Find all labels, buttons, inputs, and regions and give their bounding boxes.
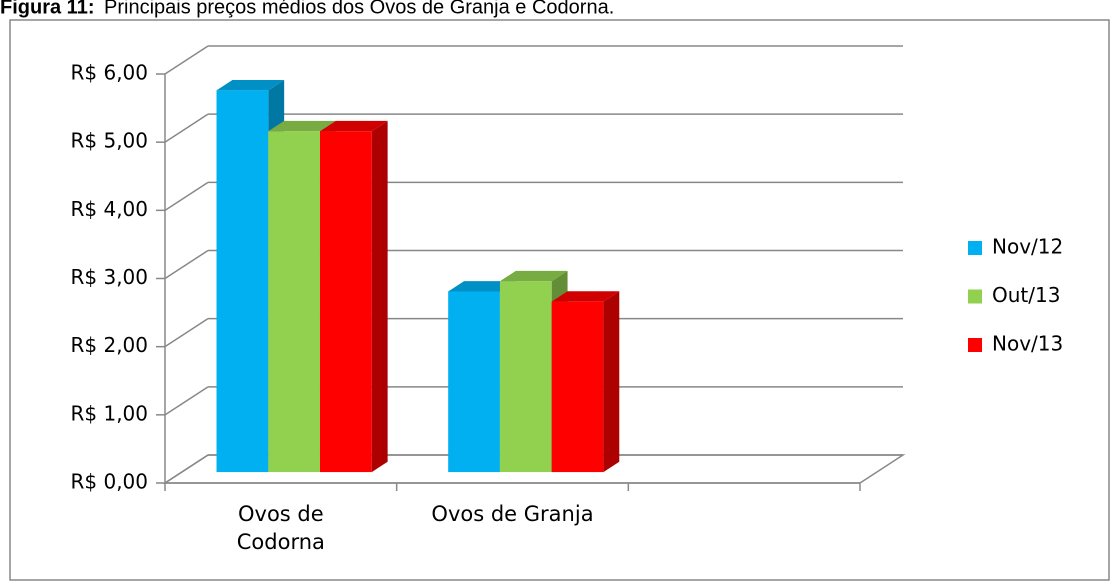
legend-swatch: [968, 338, 982, 352]
bar: [268, 131, 320, 473]
y-tick-label: R$ 2,00: [70, 333, 148, 357]
bar: [499, 281, 552, 473]
grid-line-side: [164, 386, 209, 416]
y-tick-label: R$ 6,00: [70, 61, 148, 85]
x-tick-label: Ovos de Codorna: [236, 502, 325, 554]
legend-swatch: [968, 241, 982, 255]
bar-top: [499, 270, 568, 282]
bar: [448, 291, 500, 473]
grid-line-side: [164, 181, 209, 211]
bar-top: [448, 281, 516, 292]
bar-side: [371, 120, 388, 473]
chart-title: Principais preços médios dos Ovos de Gra…: [104, 0, 614, 18]
legend-label: Nov/13: [992, 332, 1063, 356]
grid-line-side: [164, 454, 209, 484]
bar: [319, 131, 372, 473]
bar-top: [216, 79, 285, 91]
bar: [551, 301, 604, 473]
grid-line-side: [164, 249, 209, 280]
legend-label: Nov/12: [992, 235, 1063, 259]
figure-label: Figura 11:: [0, 0, 94, 18]
y-tick-label: R$ 1,00: [70, 401, 148, 425]
x-tick-label: Ovos de Granja: [431, 502, 594, 526]
grid-line-side: [164, 45, 209, 75]
y-tick-label: R$ 0,00: [70, 470, 148, 494]
y-tick-label: R$ 3,00: [70, 265, 148, 289]
y-tick-label: R$ 4,00: [70, 197, 148, 221]
y-tick-label: R$ 5,00: [70, 129, 148, 153]
bar-top: [551, 291, 620, 302]
bar-top: [319, 120, 388, 132]
bar: [216, 90, 269, 473]
bar-side: [603, 291, 620, 473]
grid-line-side: [164, 318, 209, 348]
bar-top: [268, 120, 336, 132]
legend-swatch: [968, 289, 982, 304]
grid-line-side: [164, 113, 209, 143]
legend-label: Out/13: [992, 283, 1060, 307]
